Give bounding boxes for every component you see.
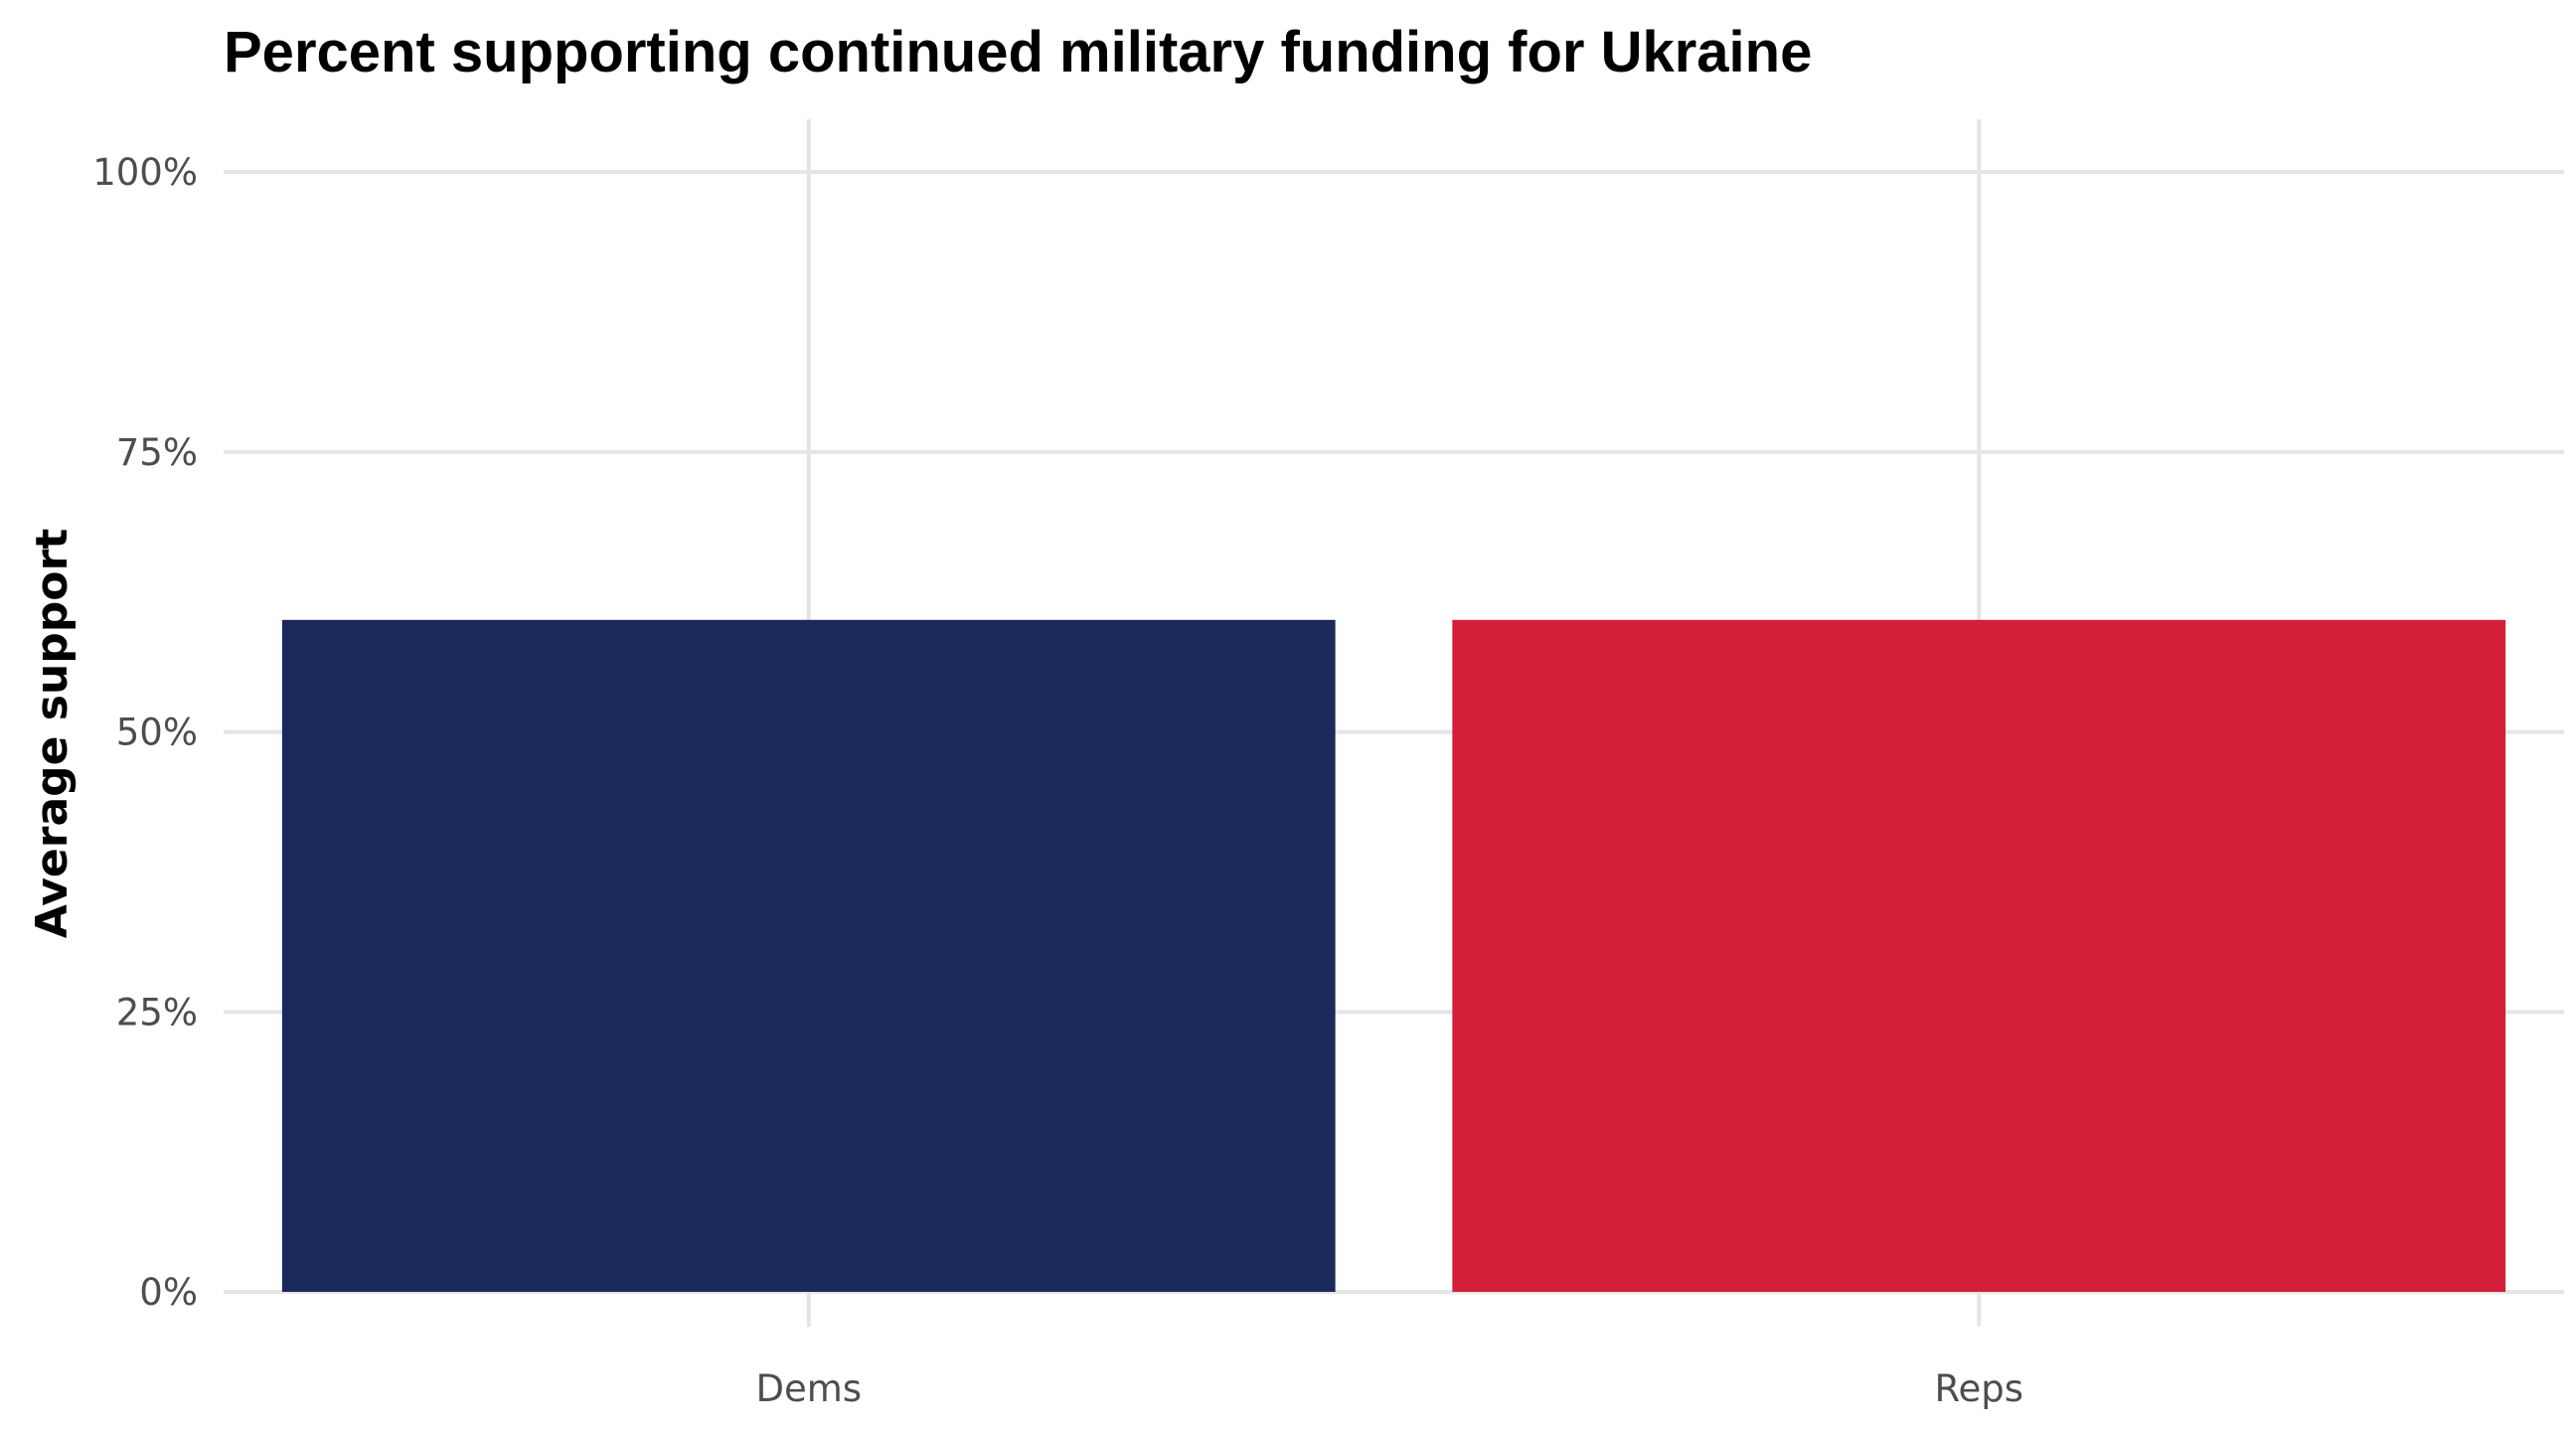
x-tick-label: Dems — [755, 1367, 862, 1410]
tick-labels: 0% 25% 50% 75% 100% Dems Reps — [92, 151, 2023, 1410]
y-tick-label: 75% — [116, 431, 198, 474]
bar-reps — [1452, 619, 2506, 1292]
bar-dems — [281, 619, 1336, 1292]
chart-title: Percent supporting continued military fu… — [224, 20, 1812, 84]
y-tick-label: 0% — [139, 1271, 198, 1314]
y-tick-label: 25% — [116, 991, 198, 1034]
y-axis-label: Average support — [27, 529, 78, 939]
y-tick-label: 100% — [92, 151, 198, 194]
y-tick-label: 50% — [116, 712, 198, 754]
x-tick-label: Reps — [1934, 1367, 2023, 1410]
bars — [281, 619, 2506, 1292]
